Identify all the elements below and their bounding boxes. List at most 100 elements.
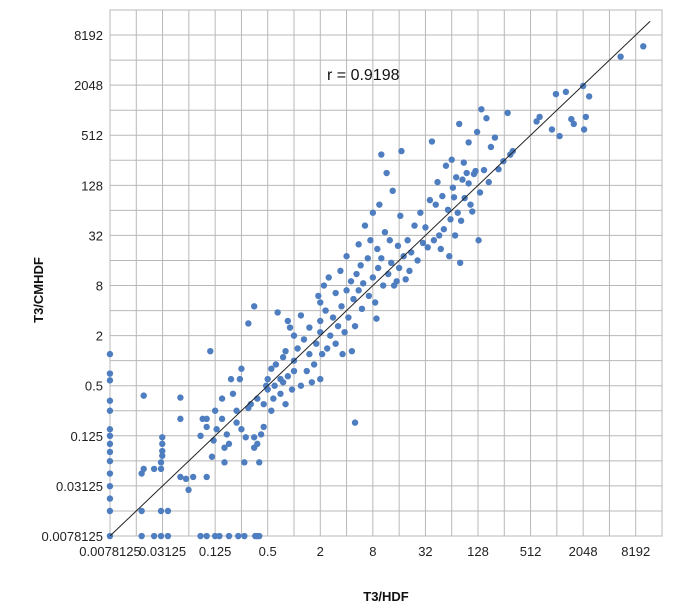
data-point bbox=[157, 459, 165, 466]
data-point bbox=[548, 126, 556, 133]
data-point bbox=[271, 382, 278, 389]
data-point bbox=[509, 147, 516, 155]
data-point bbox=[454, 209, 461, 216]
data-point bbox=[106, 457, 114, 465]
data-point bbox=[570, 120, 577, 128]
data-point bbox=[358, 305, 366, 313]
data-point bbox=[140, 392, 147, 399]
data-point bbox=[177, 473, 184, 481]
data-point bbox=[221, 459, 228, 466]
data-point bbox=[138, 532, 145, 540]
data-point bbox=[268, 407, 275, 414]
data-point bbox=[444, 206, 452, 214]
data-point bbox=[334, 322, 342, 330]
data-point bbox=[322, 307, 329, 314]
data-point bbox=[640, 43, 647, 50]
data-point bbox=[150, 465, 158, 473]
data-point bbox=[270, 395, 277, 402]
data-point bbox=[398, 147, 405, 155]
data-point bbox=[303, 367, 310, 375]
data-point bbox=[140, 465, 147, 473]
data-point bbox=[351, 322, 359, 330]
data-point bbox=[150, 532, 158, 540]
data-point bbox=[355, 287, 362, 294]
data-point bbox=[310, 361, 318, 368]
data-point bbox=[345, 314, 352, 321]
data-point bbox=[257, 431, 265, 438]
data-point bbox=[157, 507, 165, 515]
data-point bbox=[315, 292, 322, 300]
data-point bbox=[504, 109, 511, 117]
data-point bbox=[106, 448, 114, 456]
data-point bbox=[290, 367, 298, 375]
data-point bbox=[327, 332, 334, 339]
data-point bbox=[385, 270, 392, 278]
data-point bbox=[106, 350, 114, 358]
data-point bbox=[157, 465, 165, 473]
data-point bbox=[469, 208, 476, 215]
y-tick-label: 512 bbox=[81, 128, 103, 143]
data-point bbox=[374, 245, 381, 253]
data-point bbox=[329, 314, 337, 321]
data-point bbox=[568, 115, 575, 123]
data-point bbox=[383, 169, 390, 177]
data-point bbox=[579, 82, 587, 90]
data-point bbox=[364, 255, 371, 262]
data-point bbox=[177, 415, 184, 423]
data-point bbox=[254, 440, 261, 448]
data-point bbox=[426, 196, 434, 204]
data-point bbox=[414, 257, 421, 264]
data-point bbox=[164, 507, 172, 515]
data-point bbox=[211, 407, 219, 414]
data-point bbox=[465, 180, 472, 187]
y-tick-label: 8 bbox=[96, 279, 103, 294]
data-point bbox=[233, 419, 240, 426]
data-point bbox=[294, 345, 301, 352]
data-point bbox=[260, 400, 267, 408]
data-point bbox=[274, 309, 281, 316]
data-point bbox=[459, 176, 466, 183]
y-tick-label: 2 bbox=[96, 329, 103, 344]
grid bbox=[109, 9, 663, 537]
data-point bbox=[106, 440, 114, 448]
data-point bbox=[138, 507, 145, 515]
data-point bbox=[351, 419, 359, 426]
data-point bbox=[442, 162, 450, 169]
data-point bbox=[430, 237, 438, 244]
data-point bbox=[238, 365, 245, 372]
data-point bbox=[241, 532, 248, 540]
data-point bbox=[552, 90, 560, 98]
data-point bbox=[582, 113, 590, 121]
data-point bbox=[306, 350, 313, 358]
data-point bbox=[338, 303, 345, 310]
data-point bbox=[221, 444, 228, 451]
data-point bbox=[250, 434, 258, 441]
data-point bbox=[282, 400, 289, 408]
x-tick-label: 0.125 bbox=[199, 544, 232, 559]
data-point bbox=[556, 132, 563, 140]
data-point bbox=[447, 216, 454, 223]
data-point bbox=[388, 259, 395, 267]
data-point bbox=[456, 120, 463, 128]
y-tick-label: 0.125 bbox=[70, 429, 103, 444]
data-point bbox=[463, 169, 470, 177]
data-point bbox=[476, 189, 484, 196]
data-point bbox=[106, 482, 114, 490]
data-point bbox=[242, 434, 249, 441]
data-point bbox=[306, 324, 313, 331]
data-point bbox=[277, 390, 284, 397]
data-point bbox=[389, 187, 396, 195]
data-point bbox=[250, 303, 258, 310]
data-point bbox=[106, 432, 114, 440]
data-point bbox=[256, 459, 263, 466]
x-tick-label: 0.03125 bbox=[139, 544, 186, 559]
data-point bbox=[264, 375, 271, 383]
data-point bbox=[562, 88, 570, 96]
data-point bbox=[282, 347, 289, 355]
data-point bbox=[241, 459, 248, 466]
data-point bbox=[245, 320, 252, 327]
data-point bbox=[225, 440, 233, 448]
data-point bbox=[164, 532, 172, 540]
data-point bbox=[480, 166, 488, 174]
data-point bbox=[419, 239, 427, 247]
